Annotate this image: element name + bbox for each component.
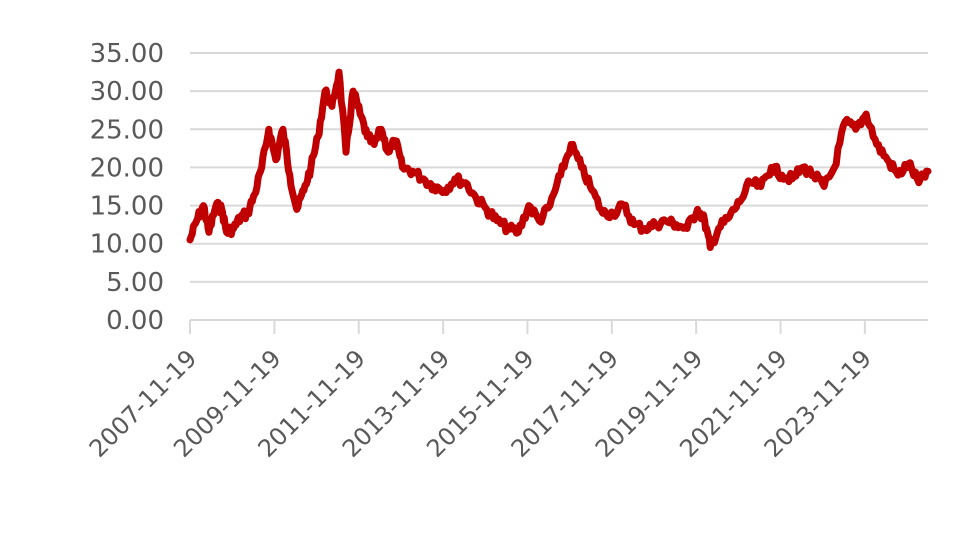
y-axis-labels: 0.00 5.00 10.00 15.00 20.00 25.00 30.00 35.00 — [90, 39, 164, 336]
y-tick-label: 20.00 — [90, 153, 164, 183]
y-tick-label: 10.00 — [90, 230, 164, 260]
y-tick-label: 25.00 — [90, 115, 164, 145]
y-tick-label: 35.00 — [90, 39, 164, 69]
y-tick-label: 0.00 — [106, 306, 164, 336]
y-tick-label: 15.00 — [90, 192, 164, 222]
x-axis-ticks — [189, 320, 866, 334]
y-tick-label: 5.00 — [106, 268, 164, 298]
series-line — [186, 68, 932, 251]
y-tick-label: 30.00 — [90, 77, 164, 107]
x-axis-labels: 2007-11-192009-11-192011-11-192013-11-19… — [84, 344, 877, 462]
